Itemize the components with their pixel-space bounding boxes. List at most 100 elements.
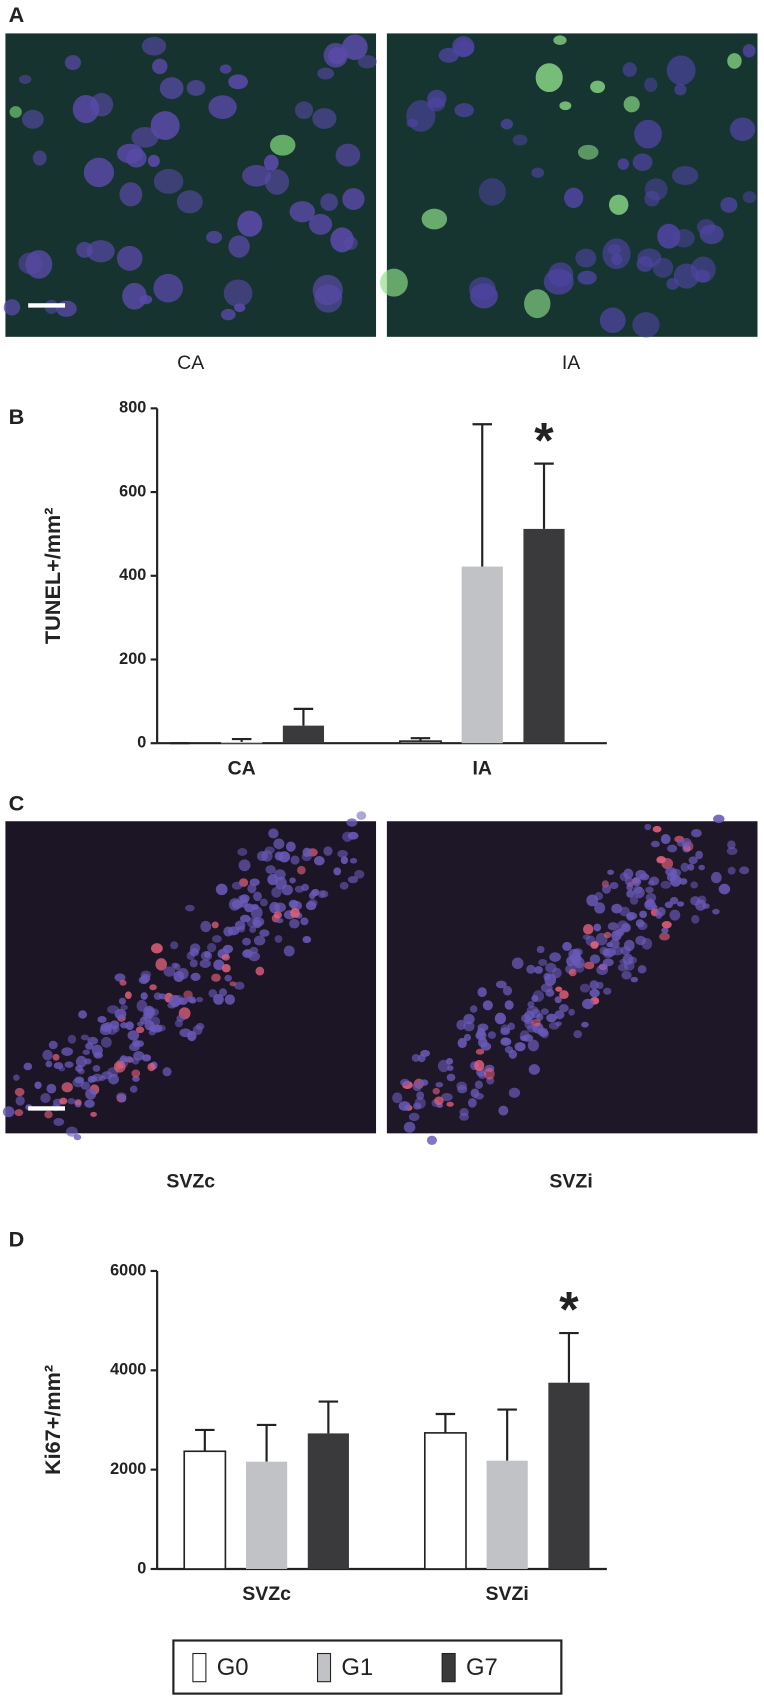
cell	[186, 80, 206, 96]
cell	[544, 973, 557, 986]
cell	[131, 1069, 141, 1078]
cell	[414, 1097, 426, 1109]
cell	[644, 823, 652, 831]
cell	[568, 968, 577, 977]
cell	[308, 213, 333, 235]
cell	[494, 1012, 507, 1025]
cell	[289, 201, 316, 223]
cell	[583, 923, 594, 935]
cell	[726, 847, 738, 856]
bar	[282, 725, 325, 744]
y-tick-label: 800	[119, 399, 146, 417]
cell	[250, 906, 263, 920]
cell	[300, 917, 309, 926]
cell	[380, 268, 408, 297]
cell	[213, 993, 224, 1005]
cell	[421, 208, 448, 230]
cell	[540, 1008, 549, 1015]
cell	[632, 885, 643, 894]
cell	[535, 63, 563, 93]
cell	[498, 1105, 509, 1116]
cell	[120, 1004, 128, 1011]
cell	[456, 1081, 468, 1090]
legend-swatch	[441, 1652, 456, 1683]
cell	[463, 1013, 475, 1025]
cell	[44, 1110, 53, 1119]
cell	[637, 921, 648, 931]
cell	[532, 990, 545, 1003]
x-tick-label: SVZi	[485, 1583, 528, 1605]
cell	[603, 987, 612, 995]
micrograph	[386, 821, 758, 1134]
cell	[623, 868, 634, 880]
cell	[145, 1007, 154, 1017]
cell	[101, 1036, 112, 1048]
cell	[628, 956, 638, 964]
cell	[670, 869, 677, 877]
cell	[242, 164, 271, 187]
cell	[84, 1099, 95, 1108]
cell	[631, 877, 642, 887]
cell	[66, 1126, 78, 1137]
cell	[140, 992, 148, 1000]
cell	[129, 1085, 138, 1093]
cell	[639, 873, 650, 881]
cell	[500, 1024, 510, 1034]
cell	[140, 970, 152, 979]
cell	[249, 926, 257, 933]
cell	[203, 951, 211, 958]
cell	[132, 1076, 140, 1082]
cell	[127, 1030, 140, 1041]
cell	[690, 881, 699, 889]
cell	[672, 166, 699, 185]
cell	[297, 865, 306, 875]
cell	[275, 917, 284, 924]
cell	[446, 1101, 454, 1107]
cell	[162, 1067, 172, 1077]
cell	[80, 1081, 91, 1090]
cell	[474, 1060, 485, 1072]
cell	[349, 857, 358, 864]
cell	[115, 1062, 124, 1070]
legend-swatch	[316, 1652, 332, 1683]
cell	[221, 954, 230, 961]
cell	[149, 984, 157, 991]
cell	[527, 1039, 540, 1052]
cell	[445, 1057, 454, 1065]
cell	[599, 946, 609, 955]
cell	[470, 1088, 480, 1098]
cell	[319, 890, 329, 898]
cell	[528, 1064, 540, 1075]
cell	[603, 931, 612, 939]
cell	[599, 963, 608, 970]
cell	[139, 1016, 149, 1025]
cell	[632, 153, 653, 171]
cell	[454, 103, 474, 118]
cell	[45, 1060, 53, 1068]
cell	[502, 985, 513, 996]
significance-star: *	[559, 1282, 579, 1338]
cell	[206, 230, 223, 244]
bar	[307, 1433, 349, 1569]
cell	[208, 989, 218, 998]
cell	[125, 1021, 134, 1030]
y-tick-label: 6000	[110, 1261, 146, 1279]
cell	[720, 197, 738, 213]
cell	[727, 53, 742, 69]
cell	[589, 954, 601, 964]
cell	[619, 958, 627, 965]
image-caption: CA	[177, 352, 204, 374]
cell	[412, 1081, 422, 1092]
cell	[660, 833, 671, 845]
bar	[423, 1432, 467, 1570]
cell	[3, 299, 21, 316]
cell	[531, 167, 545, 178]
cell	[302, 936, 312, 944]
cell	[554, 996, 562, 1004]
cell	[40, 1093, 51, 1103]
cell	[190, 972, 201, 982]
cell	[124, 991, 132, 999]
cell	[294, 885, 304, 893]
cell	[268, 828, 279, 839]
cell	[601, 884, 612, 894]
